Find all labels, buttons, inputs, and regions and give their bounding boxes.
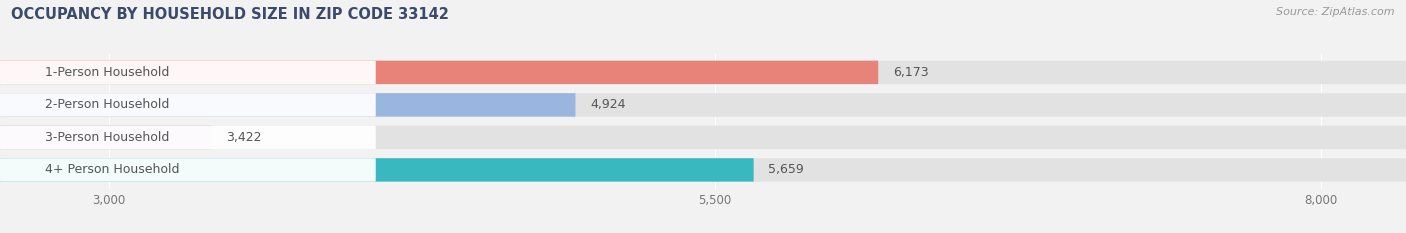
FancyBboxPatch shape — [0, 158, 1406, 182]
Text: 5,659: 5,659 — [768, 163, 804, 176]
Text: OCCUPANCY BY HOUSEHOLD SIZE IN ZIP CODE 33142: OCCUPANCY BY HOUSEHOLD SIZE IN ZIP CODE … — [11, 7, 449, 22]
FancyBboxPatch shape — [0, 158, 375, 182]
Text: 6,173: 6,173 — [893, 66, 928, 79]
Text: 4+ Person Household: 4+ Person Household — [45, 163, 180, 176]
Text: 2-Person Household: 2-Person Household — [45, 98, 170, 111]
FancyBboxPatch shape — [0, 93, 375, 116]
Text: 3-Person Household: 3-Person Household — [45, 131, 170, 144]
Text: 3,422: 3,422 — [226, 131, 262, 144]
FancyBboxPatch shape — [0, 61, 375, 84]
FancyBboxPatch shape — [0, 61, 1406, 84]
FancyBboxPatch shape — [0, 93, 1406, 116]
FancyBboxPatch shape — [0, 61, 879, 84]
Text: 1-Person Household: 1-Person Household — [45, 66, 170, 79]
FancyBboxPatch shape — [0, 126, 1406, 149]
FancyBboxPatch shape — [0, 126, 211, 149]
Text: 4,924: 4,924 — [591, 98, 626, 111]
Text: Source: ZipAtlas.com: Source: ZipAtlas.com — [1277, 7, 1395, 17]
FancyBboxPatch shape — [0, 126, 375, 149]
FancyBboxPatch shape — [0, 158, 754, 182]
FancyBboxPatch shape — [0, 93, 575, 116]
